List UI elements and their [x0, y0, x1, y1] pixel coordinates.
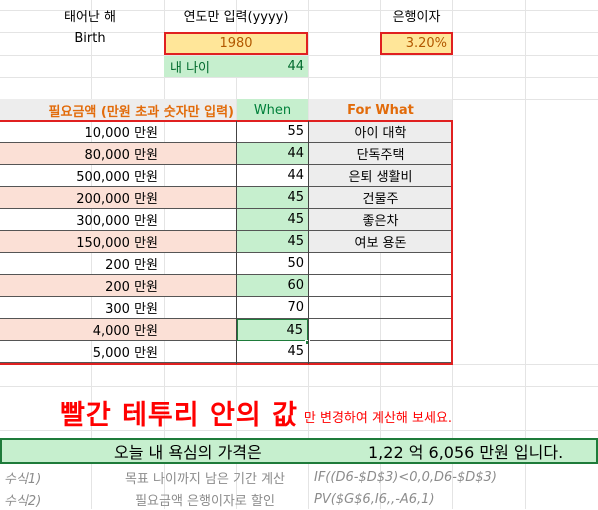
- for-what-cell[interactable]: [309, 253, 452, 275]
- header-for-what: For What: [309, 99, 452, 121]
- notice-big: 빨간 테투리 안의 값: [60, 399, 298, 431]
- when-cell[interactable]: 55: [237, 121, 308, 143]
- when-cell[interactable]: 70: [237, 297, 308, 319]
- header-amount: 필요금액 (만원 초과 숫자만 입력): [0, 99, 236, 121]
- formula-expression: PV($G$6,I6,,-A6,1): [314, 491, 435, 507]
- when-cell[interactable]: 60: [237, 275, 308, 297]
- for-what-cell[interactable]: 여보 용돈: [309, 231, 452, 253]
- for-what-cell[interactable]: 좋은차: [309, 209, 452, 231]
- result-label: 오늘 내 욕심의 가격은: [114, 443, 262, 462]
- amount-cell[interactable]: 150,000 만원: [0, 231, 236, 253]
- formula-name: 수식1): [4, 471, 42, 487]
- year-label: 연도만 입력(yyyy): [183, 9, 289, 25]
- for-what-cell[interactable]: [309, 275, 452, 297]
- for-what-cell[interactable]: 아이 대학: [309, 121, 452, 143]
- amount-cell[interactable]: 200 만원: [0, 275, 236, 297]
- divider: [236, 121, 237, 364]
- my-age-value: 44: [287, 59, 304, 74]
- birth-year-input[interactable]: 1980: [164, 32, 308, 55]
- amount-cell[interactable]: 300,000 만원: [0, 209, 236, 231]
- when-cell[interactable]: 45: [237, 231, 308, 253]
- fill-handle[interactable]: [305, 340, 310, 345]
- header-when: When: [237, 99, 308, 121]
- amount-cell[interactable]: 300 만원: [0, 297, 236, 319]
- notice: 빨간 테투리 안의 값 만 변경하여 계산해 보세요.: [60, 392, 598, 432]
- amount-cell[interactable]: 80,000 만원: [0, 143, 236, 165]
- birth-label: 태어난 해: [64, 9, 116, 25]
- when-cell[interactable]: 45: [237, 187, 308, 209]
- amount-cell[interactable]: 500,000 만원: [0, 165, 236, 187]
- when-cell[interactable]: 45: [237, 341, 308, 363]
- formula-desc: 목표 나이까지 남은 기간 계산: [124, 471, 286, 487]
- formula-name: 수식2): [4, 493, 42, 509]
- notice-small: 만 변경하여 계산해 보세요.: [303, 410, 453, 426]
- my-age-row: 내 나이 44: [164, 56, 308, 77]
- result-value: 1,22 억 6,056 만원 입니다.: [368, 443, 564, 462]
- amount-cell[interactable]: 5,000 만원: [0, 341, 236, 363]
- for-what-cell[interactable]: 단독주택: [309, 143, 452, 165]
- when-cell[interactable]: 45: [237, 209, 308, 231]
- when-cell[interactable]: 44: [237, 143, 308, 165]
- formula-expression: IF((D6-$D$3)<0,0,D6-$D$3): [314, 469, 497, 485]
- for-what-cell[interactable]: 건물주: [309, 187, 452, 209]
- birth-label-en: Birth: [74, 30, 106, 46]
- when-cell[interactable]: 50: [237, 253, 308, 275]
- amount-cell[interactable]: 4,000 만원: [0, 319, 236, 341]
- for-what-cell[interactable]: [309, 341, 452, 363]
- when-cell[interactable]: 45: [237, 319, 308, 341]
- for-what-cell[interactable]: [309, 319, 452, 341]
- result-row: 오늘 내 욕심의 가격은 1,22 억 6,056 만원 입니다.: [0, 438, 598, 464]
- for-what-cell[interactable]: 은퇴 생활비: [309, 165, 452, 187]
- formula-desc: 필요금액 은행이자로 할인: [135, 493, 275, 509]
- for-what-cell[interactable]: [309, 297, 452, 319]
- my-age-label: 내 나이: [170, 61, 211, 76]
- amount-cell[interactable]: 10,000 만원: [0, 121, 236, 143]
- amount-cell[interactable]: 200 만원: [0, 253, 236, 275]
- interest-label: 은행이자: [392, 9, 441, 25]
- interest-rate-input[interactable]: 3.20%: [380, 32, 453, 55]
- amount-cell[interactable]: 200,000 만원: [0, 187, 236, 209]
- divider: [308, 121, 309, 364]
- when-cell[interactable]: 44: [237, 165, 308, 187]
